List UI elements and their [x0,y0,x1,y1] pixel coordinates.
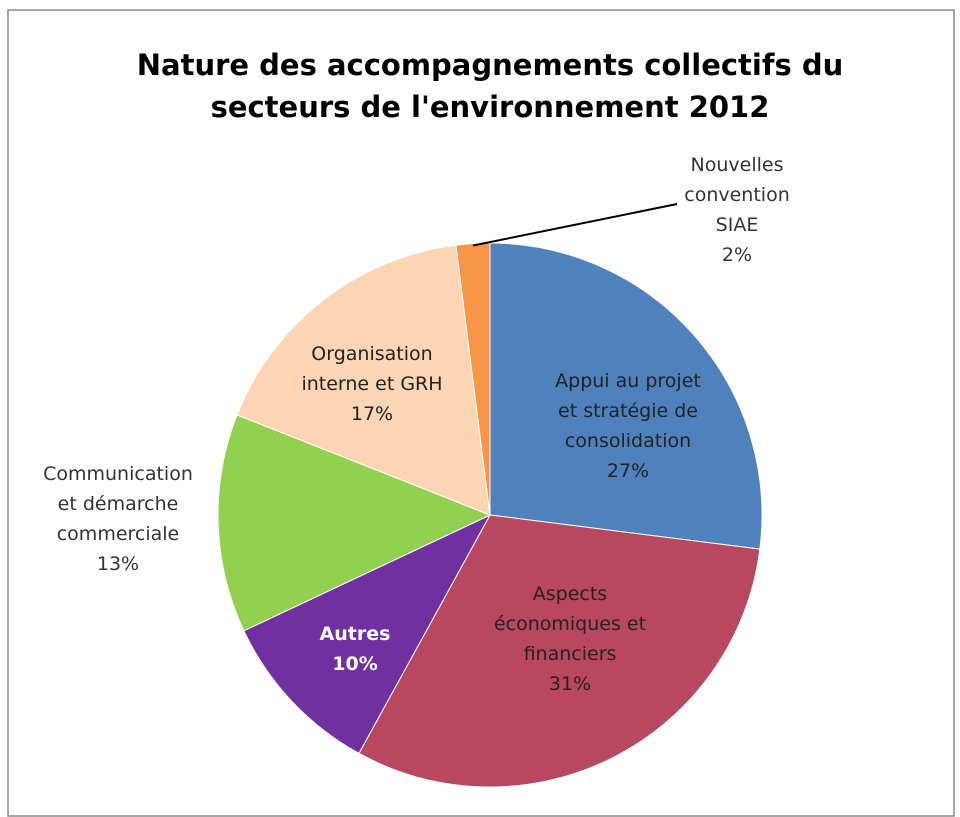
slice-value-label: 2% [722,244,752,266]
slice-value-label: 17% [351,403,393,425]
leader-line [472,203,678,247]
slice-label: Communication et démarche commerciale [43,463,193,545]
slice-value-label: 13% [97,553,139,575]
chart-title: Nature des accompagnements collectifs du… [137,48,843,124]
pie-slice [489,242,763,550]
slice-value-label: 31% [549,673,591,695]
pie-slice [217,414,492,632]
pie-slice [236,244,491,516]
slice-label: Nouvelles convention SIAE [684,154,789,236]
pie-slice [243,513,492,755]
slice-value-label: 10% [332,653,377,675]
slice-label: Appui au projet et stratégie de consolidat… [555,370,701,452]
slice-label: Aspects économiques et financiers [494,583,646,665]
slice-label: Autres [320,623,391,645]
slice-value-label: 27% [607,460,649,482]
pie-slice [358,514,761,788]
slice-label: Organisation interne et GRH [301,343,442,395]
